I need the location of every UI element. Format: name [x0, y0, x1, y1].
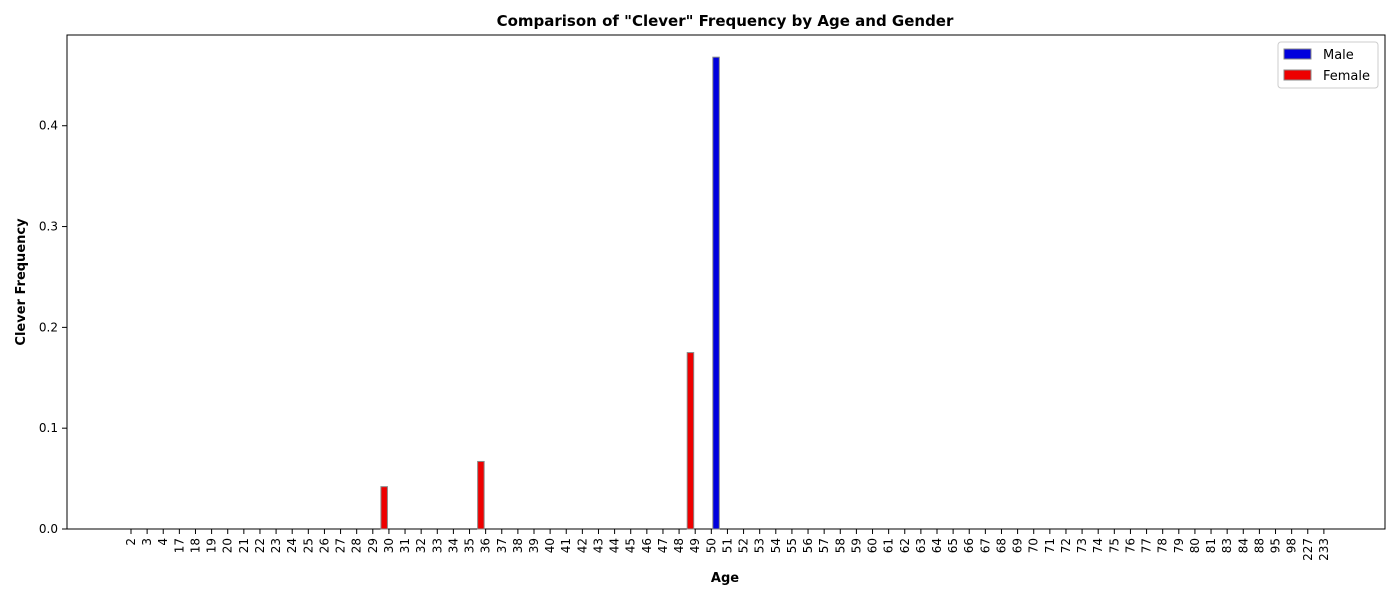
x-tick-label: 62 — [898, 538, 912, 553]
x-tick-label: 51 — [720, 538, 734, 553]
x-tick-label: 21 — [237, 538, 251, 553]
bars — [380, 56, 720, 530]
x-tick-label: 79 — [1172, 538, 1186, 553]
x-tick-label: 28 — [350, 538, 364, 553]
x-tick-label: 75 — [1107, 538, 1121, 553]
x-tick-label: 77 — [1140, 538, 1154, 553]
x-tick-label: 69 — [1011, 538, 1025, 553]
x-tick-label: 30 — [382, 538, 396, 553]
x-tick-label: 32 — [414, 538, 428, 553]
y-tick-label: 0.1 — [39, 421, 58, 435]
x-tick-label: 26 — [317, 538, 331, 553]
x-tick-label: 78 — [1156, 538, 1170, 553]
y-tick-label: 0.3 — [39, 220, 58, 234]
x-tick-label: 23 — [269, 538, 283, 553]
x-tick-label: 66 — [962, 538, 976, 553]
x-tick-label: 41 — [559, 538, 573, 553]
x-tick-label: 55 — [785, 538, 799, 553]
x-tick-label: 38 — [511, 538, 525, 553]
x-tick-label: 53 — [753, 538, 767, 553]
x-tick-label: 46 — [640, 538, 654, 553]
legend: Male Female — [1277, 41, 1379, 89]
x-tick-label: 70 — [1027, 538, 1041, 553]
x-tick-label: 80 — [1188, 538, 1202, 553]
x-tick-label: 54 — [769, 538, 783, 553]
x-tick-label: 76 — [1123, 538, 1137, 553]
x-tick-label: 18 — [188, 538, 202, 553]
x-tick-label: 37 — [495, 538, 509, 553]
x-tick-label: 73 — [1075, 538, 1089, 553]
x-tick-label: 52 — [737, 538, 751, 553]
x-tick-label: 56 — [801, 538, 815, 553]
x-tick-label: 84 — [1236, 538, 1250, 553]
x-tick-label: 24 — [285, 538, 299, 553]
x-tick-label: 19 — [205, 538, 219, 553]
x-tick-label: 71 — [1043, 538, 1057, 553]
x-tick-label: 88 — [1252, 538, 1266, 553]
chart-title: Comparison of "Clever" Frequency by Age … — [497, 12, 954, 30]
x-tick-label: 31 — [398, 538, 412, 553]
x-tick-label: 67 — [978, 538, 992, 553]
bar-male-50 — [712, 56, 720, 530]
x-tick-label: 49 — [688, 538, 702, 553]
legend-label-female: Female — [1323, 69, 1370, 84]
x-tick-label: 33 — [430, 538, 444, 553]
x-tick-label: 74 — [1091, 538, 1105, 553]
x-axis-label: Age — [711, 571, 739, 586]
x-tick-label: 42 — [575, 538, 589, 553]
bar-female-49 — [686, 352, 695, 530]
bar-female-30 — [380, 486, 388, 530]
plot-area — [66, 34, 1386, 530]
x-tick-label: 36 — [479, 538, 493, 553]
x-tick-label: 3 — [140, 538, 154, 546]
x-tick-label: 60 — [866, 538, 880, 553]
x-tick-label: 2 — [124, 538, 138, 546]
x-tick-label: 20 — [221, 538, 235, 553]
x-tick-label: 27 — [334, 538, 348, 553]
y-tick-label: 0.2 — [39, 320, 58, 334]
x-tick-label: 47 — [656, 538, 670, 553]
x-tick-label: 98 — [1285, 538, 1299, 553]
x-tick-label: 25 — [301, 538, 315, 553]
x-tick-label: 50 — [704, 538, 718, 553]
x-tick-label: 22 — [253, 538, 267, 553]
x-tick-label: 57 — [817, 538, 831, 553]
y-tick-label: 0.4 — [39, 119, 58, 133]
x-tick-label: 4 — [156, 538, 170, 546]
x-tick-label: 39 — [527, 538, 541, 553]
x-tick-label: 45 — [624, 538, 638, 553]
x-tick-label: 17 — [172, 538, 186, 553]
x-tick-label: 65 — [946, 538, 960, 553]
x-tick-label: 34 — [446, 538, 460, 553]
x-tick-label: 48 — [672, 538, 686, 553]
x-tick-label: 43 — [591, 538, 605, 553]
x-tick-label: 233 — [1317, 538, 1331, 561]
x-tick-label: 44 — [608, 538, 622, 553]
x-tick-label: 63 — [914, 538, 928, 553]
y-tick-label: 0.0 — [39, 522, 58, 536]
x-tick-label: 58 — [833, 538, 847, 553]
x-tick-label: 72 — [1059, 538, 1073, 553]
x-tick-label: 35 — [463, 538, 477, 553]
legend-swatch-female — [1283, 69, 1312, 81]
x-tick-label: 83 — [1220, 538, 1234, 553]
y-axis-label: Clever Frequency — [14, 218, 29, 346]
legend-label-male: Male — [1323, 48, 1354, 63]
bar-female-36 — [477, 460, 485, 530]
legend-swatch-male — [1283, 48, 1312, 60]
x-tick-label: 64 — [930, 538, 944, 553]
x-tick-label: 29 — [366, 538, 380, 553]
x-tick-label: 40 — [543, 538, 557, 553]
x-tick-label: 68 — [994, 538, 1008, 553]
x-tick-label: 59 — [849, 538, 863, 553]
y-axis: 0.0 0.1 0.2 0.3 0.4 — [39, 119, 67, 536]
x-tick-label: 95 — [1269, 538, 1283, 553]
x-tick-label: 227 — [1301, 538, 1315, 561]
x-tick-label: 81 — [1204, 538, 1218, 553]
x-tick-label: 61 — [882, 538, 896, 553]
x-axis: 2 3 4 17 18 19 20 21 22 23 24 25 26 27 28 29 30 31 32 33 34 3… — [124, 529, 1331, 561]
